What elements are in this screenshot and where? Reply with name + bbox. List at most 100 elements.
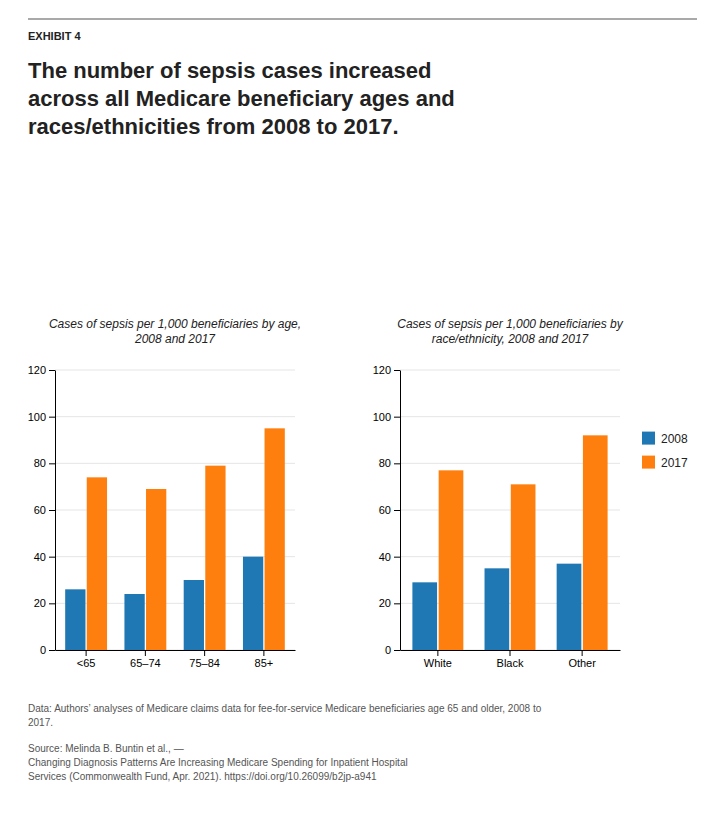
legend-item: 2008 — [642, 432, 688, 446]
x-tick-label: 85+ — [255, 657, 274, 669]
legend-swatch — [642, 456, 655, 469]
subtitle-line: Cases of sepsis per 1,000 beneficiaries … — [397, 317, 623, 331]
bar — [439, 470, 464, 650]
x-tick-mark — [437, 650, 438, 656]
x-tick-mark — [263, 650, 264, 656]
source-text: https://doi.org/10.26099/b2jp-a941 — [224, 771, 377, 782]
y-tick-label: 60 — [379, 504, 391, 516]
subtitle-line: 2008 and 2017 — [134, 332, 216, 346]
y-tick: 0 — [385, 644, 400, 656]
figure: EXHIBIT 4 The number of sepsis cases incr… — [0, 0, 725, 834]
source-text: (Commonwealth Fund, Apr. 2021). — [66, 771, 224, 782]
y-tick: 20 — [34, 597, 55, 609]
y-tick-label: 120 — [373, 364, 391, 376]
grid-line — [400, 416, 620, 417]
y-axis: 0 20 40 60 80 100 120 — [28, 364, 56, 656]
data-note-line: 2017. — [28, 717, 53, 728]
y-tick-label: 120 — [28, 364, 46, 376]
x-axis: <65 65–74 75–84 85+ — [56, 650, 296, 669]
bar — [511, 484, 536, 650]
x-tick-mark — [582, 650, 583, 656]
source-text: Changing Diagnosis Patterns Are Increasi… — [28, 757, 408, 768]
source-text: Source: Melinda B. Buntin et al., — — [28, 743, 186, 754]
legend-swatch — [642, 432, 655, 445]
y-tick-label: 60 — [34, 504, 46, 516]
y-tick-mark — [394, 463, 400, 464]
y-tick-mark — [394, 370, 400, 371]
bar — [87, 477, 107, 650]
x-axis-line — [56, 650, 296, 651]
y-tick: 80 — [379, 457, 400, 469]
bar-series — [439, 435, 608, 650]
legend: 2008 2017 — [642, 432, 688, 470]
x-tick-label: 75–84 — [189, 657, 220, 669]
x-tick-mark — [86, 650, 87, 656]
bar — [243, 557, 263, 650]
y-tick-mark — [49, 557, 55, 558]
grid-line — [400, 370, 620, 371]
x-tick-label: Black — [497, 657, 524, 669]
bar — [65, 589, 85, 650]
x-tick-mark — [145, 650, 146, 656]
x-tick: 65–74 — [130, 650, 161, 669]
y-tick-mark — [394, 417, 400, 418]
y-tick: 60 — [379, 504, 400, 516]
bar — [485, 568, 510, 650]
subtitle: Cases of sepsis per 1,000 beneficiaries … — [49, 317, 301, 346]
y-tick-label: 80 — [34, 457, 46, 469]
source-text: Services — [28, 771, 66, 782]
bar — [265, 428, 285, 650]
x-tick-label: Other — [568, 657, 596, 669]
x-tick: White — [424, 650, 452, 669]
y-tick-mark — [394, 603, 400, 604]
y-tick-label: 100 — [373, 411, 391, 423]
y-tick-label: 20 — [34, 597, 46, 609]
chart: Cases of sepsis per 1,000 beneficiaries … — [373, 317, 688, 669]
y-tick: 100 — [373, 411, 400, 423]
y-tick-label: 80 — [379, 457, 391, 469]
chart: Cases of sepsis per 1,000 beneficiaries … — [28, 317, 301, 669]
bars — [412, 435, 607, 650]
y-axis-line — [400, 371, 401, 651]
subtitle-line: Cases of sepsis per 1,000 beneficiaries … — [49, 317, 301, 331]
bar-series — [87, 428, 285, 650]
x-tick: 75–84 — [189, 650, 220, 669]
y-tick: 100 — [28, 411, 55, 423]
y-tick: 40 — [34, 551, 55, 563]
y-tick: 20 — [379, 597, 400, 609]
title-line: races/ethnicities from 2008 to 2017. — [28, 114, 399, 139]
y-tick-mark — [49, 417, 55, 418]
bar — [557, 564, 582, 650]
bar — [583, 435, 608, 650]
data-note: Data: Authors’ analyses of Medicare clai… — [28, 703, 542, 728]
y-tick-label: 40 — [379, 551, 391, 563]
legend-item: 2017 — [642, 456, 688, 470]
y-tick-mark — [394, 510, 400, 511]
bar — [146, 489, 166, 650]
y-tick-mark — [49, 510, 55, 511]
grid-line — [55, 463, 295, 464]
bar-series — [412, 564, 581, 650]
y-tick-label: 0 — [385, 644, 391, 656]
y-tick-mark — [49, 370, 55, 371]
title-line: The number of sepsis cases increased — [28, 58, 432, 83]
y-tick-mark — [394, 557, 400, 558]
y-axis-line — [55, 371, 56, 651]
grid — [400, 370, 620, 650]
bars — [65, 428, 285, 650]
y-tick: 80 — [34, 457, 55, 469]
y-tick-mark — [394, 650, 400, 651]
exhibit-label: EXHIBIT 4 — [28, 30, 81, 42]
bar — [205, 466, 225, 650]
x-tick: Other — [568, 650, 596, 669]
x-tick-mark — [510, 650, 511, 656]
x-tick-label: <65 — [77, 657, 96, 669]
y-tick-label: 0 — [40, 644, 46, 656]
x-tick-mark — [204, 650, 205, 656]
source-line: Source: Melinda B. Buntin et al., — — [28, 743, 186, 754]
x-tick: <65 — [77, 650, 96, 669]
y-axis: 0 20 40 60 80 100 120 — [373, 364, 401, 656]
legend-label: 2008 — [661, 432, 688, 446]
title-line: across all Medicare beneficiary ages and — [28, 86, 455, 111]
y-tick: 0 — [40, 644, 55, 656]
